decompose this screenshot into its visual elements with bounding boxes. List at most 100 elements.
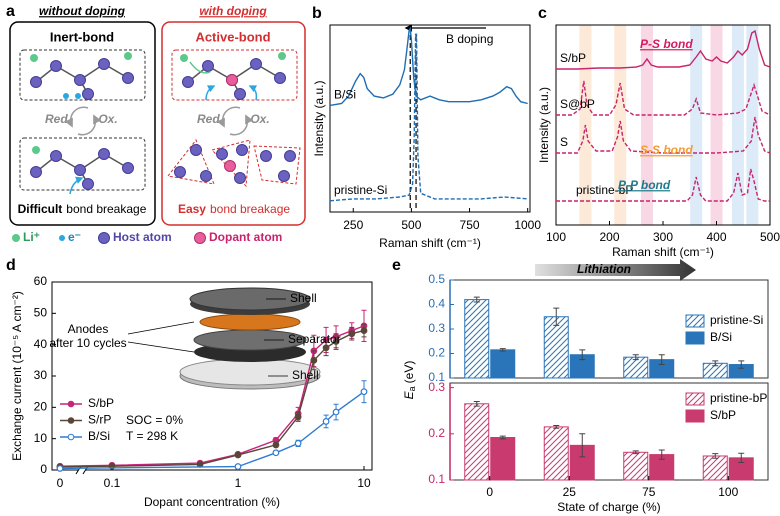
annotation: B doping — [446, 32, 493, 46]
annotation: Lithiation — [577, 262, 631, 276]
x-tick-label: 0 — [57, 476, 64, 490]
y-tick-label: 0.2 — [428, 346, 445, 360]
data-point — [310, 356, 318, 364]
panel-label: c — [538, 5, 547, 22]
error-bar — [658, 449, 665, 460]
series-line — [329, 33, 528, 202]
caption-rest: bond breakage — [210, 202, 290, 216]
data-point — [234, 451, 242, 459]
data-point — [294, 413, 302, 421]
legend-label: Dopant atom — [209, 230, 282, 244]
plot-frame — [329, 24, 531, 213]
highlight-band — [640, 25, 653, 225]
region — [19, 49, 146, 101]
bar — [623, 451, 649, 481]
y-tick-label: 0.4 — [428, 297, 445, 311]
error-bar — [553, 307, 560, 326]
left-box — [9, 21, 156, 226]
annotation: S-S bond — [640, 143, 693, 157]
y-tick-label: 60 — [34, 274, 48, 288]
legend-swatch — [12, 234, 20, 242]
bar — [543, 316, 569, 379]
bar — [464, 299, 490, 379]
molecule — [29, 57, 135, 101]
x-tick-label: 300 — [653, 230, 673, 244]
panel-label: a — [6, 3, 15, 20]
legend-label: Host atom — [113, 230, 172, 244]
legend-marker — [67, 400, 75, 408]
highlight-band — [731, 25, 744, 225]
legend-label: B/Si — [710, 330, 732, 344]
error-bar — [499, 435, 506, 440]
panel-label: e — [392, 257, 401, 274]
x-tick-label: 25 — [563, 485, 577, 499]
schematic: a without doping with doping Inert-bond … — [6, 3, 306, 244]
electron — [75, 93, 81, 99]
error-bar — [632, 450, 639, 455]
bar — [623, 356, 649, 379]
inset-label: Shell — [292, 368, 319, 382]
x-tick-label: 1000 — [514, 218, 541, 232]
y-tick-label: 0.2 — [428, 426, 445, 440]
region — [19, 137, 146, 191]
bar — [490, 349, 516, 379]
data-point — [322, 344, 330, 352]
y-label-symbol: E — [402, 390, 416, 399]
cycle-label: Red. — [197, 112, 223, 126]
legend-label: S/bP — [710, 408, 736, 422]
data-point — [272, 449, 280, 457]
right-state: Active-bond — [195, 29, 270, 44]
axis-break-gap — [79, 467, 85, 473]
li-ion — [278, 52, 286, 60]
data-point — [294, 439, 302, 447]
x-tick-label: 250 — [343, 218, 363, 232]
legend-label: pristine-Si — [710, 313, 763, 327]
error-bar — [712, 453, 719, 459]
y-label-unit: (eV) — [402, 361, 416, 384]
error-bar — [473, 296, 480, 303]
cycle-arrow — [216, 106, 241, 128]
cycle-label: Red. — [45, 112, 71, 126]
y-tick-label: 0 — [40, 462, 47, 476]
legend-swatch — [685, 409, 705, 423]
axis-break — [75, 465, 89, 475]
y-tick-label: 30 — [34, 368, 48, 382]
electron-arrow — [205, 85, 216, 101]
y-tick-label: 0.3 — [428, 380, 445, 394]
highlight-band — [746, 25, 759, 225]
x-tick-label: 0.1 — [104, 476, 121, 490]
error-bar — [579, 433, 586, 458]
legend-marker — [67, 417, 75, 424]
data-point — [272, 441, 280, 449]
bar — [490, 437, 516, 481]
y-label-subscript: a — [407, 386, 417, 391]
left-title: without doping — [39, 4, 126, 18]
electron-arrow — [69, 176, 84, 195]
y-tick-label: 20 — [34, 400, 48, 414]
molecule — [29, 147, 135, 191]
y-tick-label: 40 — [34, 337, 48, 351]
legend-label: pristine-bP — [710, 391, 767, 405]
y-tick-label: 0.3 — [428, 321, 445, 335]
x-tick-label: 200 — [599, 230, 619, 244]
x-tick-label: 750 — [460, 218, 480, 232]
panel-label: b — [312, 5, 322, 22]
legend-swatch — [59, 235, 65, 241]
x-tick-label: 500 — [401, 218, 421, 232]
series-line — [556, 168, 770, 202]
dopant-atom — [224, 160, 236, 172]
y-axis-label: Ea (eV) — [402, 361, 417, 400]
y-tick-label: 50 — [34, 306, 48, 320]
data-point — [322, 418, 330, 425]
annotation: SOC = 0% — [126, 413, 183, 427]
cycle-arrow — [77, 114, 102, 136]
legend-label: S/bP — [88, 396, 114, 410]
legend-swatch — [685, 314, 705, 328]
legend-swatch — [685, 331, 705, 345]
data-point — [56, 465, 64, 472]
legend-swatch — [685, 392, 705, 406]
x-axis-label: Raman shift (cm⁻¹) — [612, 245, 714, 259]
series-label: S — [560, 135, 568, 149]
